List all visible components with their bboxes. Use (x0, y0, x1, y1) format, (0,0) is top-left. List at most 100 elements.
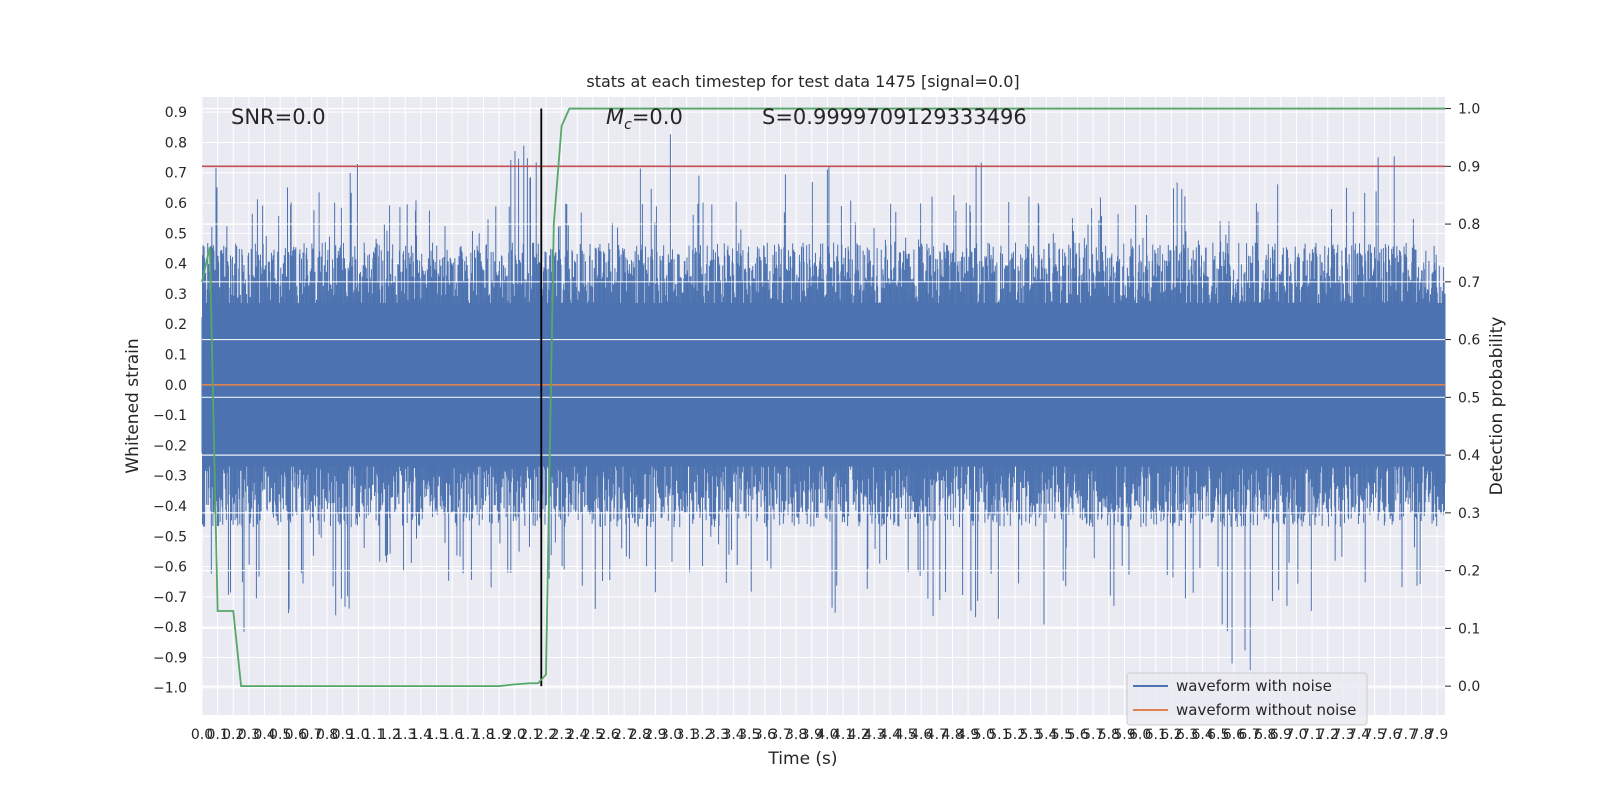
chirp-mass-symbol: M (606, 105, 624, 129)
x-tick-label: 6.7 (1238, 727, 1260, 743)
x-tick-label: 3.1 (676, 727, 698, 743)
x-tick-label: 0.5 (269, 727, 291, 743)
x-tick-label: 2.5 (582, 727, 604, 743)
legend-label-noise: waveform with noise (1176, 677, 1332, 695)
y-tick-label: −0.9 (153, 650, 187, 666)
x-tick-label: 0.1 (207, 727, 229, 743)
detection-probability-line (201, 107, 1445, 688)
x-tick-label: 3.7 (769, 727, 791, 743)
y-tick-label: 0.6 (165, 196, 187, 212)
y-tick-label: −0.3 (153, 469, 187, 485)
legend: waveform with noise waveform without noi… (1126, 672, 1368, 726)
right-y-tick-label: 0.5 (1458, 390, 1480, 406)
x-tick-label: 2.7 (613, 727, 635, 743)
x-tick-label: 1.5 (425, 727, 447, 743)
y-tick-label: 0.2 (165, 317, 187, 333)
x-tick-label: 2.4 (566, 727, 588, 743)
x-tick-label: 1.8 (472, 727, 494, 743)
x-tick-label: 5.6 (1066, 727, 1088, 743)
chirp-mass-annotation: Mc=0.0 (606, 105, 683, 133)
y-tick-label: −0.6 (153, 560, 187, 576)
y-tick-label: 0.5 (165, 226, 187, 242)
x-tick-label: 3.2 (691, 727, 713, 743)
x-tick-label: 1.9 (488, 727, 510, 743)
x-tick-label: 4.1 (832, 727, 854, 743)
x-tick-label: 3.6 (754, 727, 776, 743)
x-tick-label: 5.3 (1020, 727, 1042, 743)
y-tick-label: 0.8 (165, 135, 187, 151)
x-tick-label: 1.4 (410, 727, 432, 743)
x-tick-label: 4.3 (863, 727, 885, 743)
x-axis-label: Time (s) (767, 749, 837, 769)
chirp-mass-subscript: c (624, 117, 632, 133)
right-y-tick-label: 0.3 (1458, 506, 1480, 522)
x-tick-label: 2.2 (535, 727, 557, 743)
x-tick-label: 7.7 (1395, 727, 1417, 743)
x-tick-label: 0.3 (238, 727, 260, 743)
x-tick-label: 7.0 (1285, 727, 1307, 743)
y-tick-label: 0.1 (165, 348, 187, 364)
x-tick-label: 5.2 (1004, 727, 1026, 743)
right-y-tick-label: 0.6 (1458, 333, 1480, 349)
x-tick-label: 4.4 (879, 727, 901, 743)
x-tick-label: 4.5 (894, 727, 916, 743)
x-tick-label: 6.8 (1254, 727, 1276, 743)
x-tick-label: 5.7 (1082, 727, 1104, 743)
x-tick-label: 4.7 (926, 727, 948, 743)
right-y-tick-label: 1.0 (1458, 102, 1480, 118)
legend-label-clean: waveform without noise (1176, 701, 1356, 719)
x-tick-label: 0.2 (222, 727, 244, 743)
x-tick-label: 6.2 (1160, 727, 1182, 743)
x-tick-label: 3.4 (722, 727, 744, 743)
x-tick-label: 2.8 (629, 727, 651, 743)
x-tick-label: 7.3 (1332, 727, 1354, 743)
x-tick-label: 6.4 (1192, 727, 1214, 743)
y-tick-label: 0.7 (165, 166, 187, 182)
x-tick-label: 2.6 (597, 727, 619, 743)
y-tick-label: 0.0 (165, 378, 187, 394)
legend-box (1126, 672, 1368, 726)
y-tick-label: −0.1 (153, 408, 187, 424)
x-tick-label: 0.4 (253, 727, 275, 743)
x-tick-label: 3.3 (707, 727, 729, 743)
x-tick-label: 4.2 (848, 727, 870, 743)
plot-area: 0.00.10.20.30.40.50.60.70.80.91.01.11.21… (153, 97, 1480, 743)
x-tick-label: 4.8 (941, 727, 963, 743)
snr-annotation: SNR=0.0 (231, 105, 326, 129)
x-tick-label: 2.1 (519, 727, 541, 743)
x-tick-label: 1.6 (441, 727, 463, 743)
right-y-tick-label: 0.7 (1458, 275, 1480, 291)
x-tick-label: 1.7 (457, 727, 479, 743)
x-tick-label: 0.6 (285, 727, 307, 743)
y-tick-label: −0.2 (153, 438, 187, 454)
x-tick-label: 5.9 (1113, 727, 1135, 743)
x-tick-label: 7.9 (1426, 727, 1448, 743)
x-tick-label: 0.7 (300, 727, 322, 743)
x-tick-label: 1.2 (378, 727, 400, 743)
chirp-mass-value: =0.0 (632, 105, 683, 129)
right-y-tick-label: 0.8 (1458, 217, 1480, 233)
x-tick-label: 4.0 (816, 727, 838, 743)
x-tick-label: 6.1 (1145, 727, 1167, 743)
x-tick-label: 1.3 (394, 727, 416, 743)
x-tick-label: 3.9 (801, 727, 823, 743)
x-tick-label: 5.5 (1051, 727, 1073, 743)
y-tick-label: −0.5 (153, 529, 187, 545)
right-y-tick-label: 0.2 (1458, 564, 1480, 580)
x-tick-label: 7.5 (1364, 727, 1386, 743)
x-tick-label: 7.6 (1379, 727, 1401, 743)
x-tick-label: 7.4 (1348, 727, 1370, 743)
x-tick-label: 4.6 (910, 727, 932, 743)
y-tick-label: −1.0 (153, 681, 187, 697)
y-axis-label: Whitened strain (123, 338, 143, 473)
chart-title: stats at each timestep for test data 147… (586, 72, 1019, 91)
right-y-tick-label: 0.1 (1458, 621, 1480, 637)
right-y-tick-label: 0.9 (1458, 159, 1480, 175)
x-tick-label: 2.0 (504, 727, 526, 743)
x-tick-label: 4.9 (957, 727, 979, 743)
y-tick-label: −0.7 (153, 590, 187, 606)
y-tick-label: 0.9 (165, 105, 187, 121)
x-tick-label: 7.2 (1317, 727, 1339, 743)
x-tick-label: 1.0 (347, 727, 369, 743)
